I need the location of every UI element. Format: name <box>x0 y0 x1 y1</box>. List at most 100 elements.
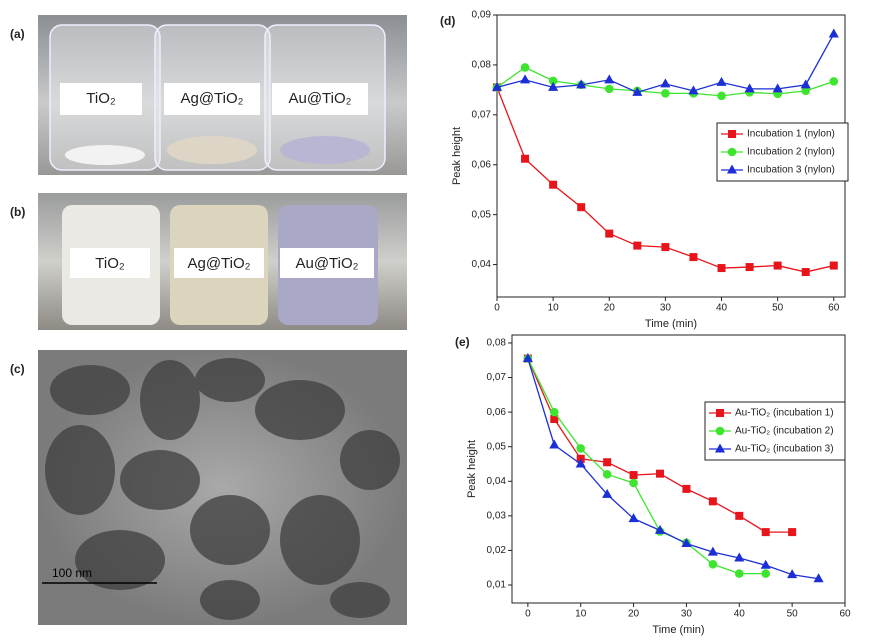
legend-marker <box>715 426 725 436</box>
sample-label: Ag@TiO₂ <box>180 90 243 107</box>
marker <box>787 569 798 579</box>
marker <box>548 81 559 91</box>
marker <box>602 470 612 479</box>
marker <box>744 83 755 93</box>
y-tick-label: 0,06 <box>472 159 492 170</box>
marker <box>760 559 771 569</box>
marker <box>661 89 670 98</box>
marker <box>828 28 839 38</box>
particles <box>45 358 400 620</box>
scale-bar-label: 100 nm <box>52 566 92 580</box>
marker <box>549 407 559 417</box>
marker <box>734 569 744 578</box>
marker <box>788 528 797 537</box>
x-tick-label: 0 <box>525 609 531 620</box>
sample-label: Au@TiO₂ <box>288 90 351 107</box>
marker <box>491 81 503 91</box>
sample-label: Au@TiO₂ <box>295 255 358 272</box>
marker <box>660 78 671 88</box>
marker <box>829 261 838 270</box>
marker <box>707 546 718 556</box>
marker <box>716 76 727 86</box>
legend-marker <box>728 130 736 138</box>
marker <box>761 569 771 578</box>
x-axis-label: Time (min) <box>645 318 697 330</box>
x-tick-label: 30 <box>660 303 672 314</box>
y-axis-label: Peak height <box>451 127 463 185</box>
marker <box>520 63 530 72</box>
legend-label: Au-TiO₂ (incubation 2) <box>735 426 834 437</box>
marker <box>708 497 717 506</box>
marker <box>604 84 614 94</box>
panel-label: (a) <box>10 27 25 41</box>
marker <box>629 478 638 488</box>
marker <box>745 263 754 272</box>
y-tick-label: 0,06 <box>487 407 507 418</box>
panel-label: (e) <box>455 335 470 349</box>
marker <box>682 484 691 493</box>
series-line <box>527 358 766 575</box>
marker <box>681 537 692 548</box>
marker <box>813 573 824 583</box>
marker <box>603 458 612 467</box>
sample-label: TiO₂ <box>86 90 116 107</box>
marker <box>605 229 614 238</box>
marker <box>717 264 726 273</box>
series-line <box>527 358 819 580</box>
legend-marker <box>727 147 737 157</box>
marker <box>522 352 533 363</box>
powder <box>65 145 145 165</box>
y-axis-label: Peak height <box>466 440 478 498</box>
y-tick-label: 0,04 <box>472 259 492 270</box>
marker <box>576 444 586 453</box>
panel-label: (d) <box>440 14 455 28</box>
marker <box>708 559 718 569</box>
powder <box>167 136 257 164</box>
marker <box>801 268 810 277</box>
x-tick-label: 20 <box>628 609 640 620</box>
x-tick-label: 40 <box>734 609 746 620</box>
y-tick-label: 0,07 <box>487 372 507 383</box>
plot-frame <box>511 334 846 604</box>
y-tick-label: 0,04 <box>487 476 507 487</box>
x-tick-label: 20 <box>604 303 616 314</box>
x-tick-label: 10 <box>575 609 587 620</box>
y-tick-label: 0,01 <box>487 580 507 591</box>
marker <box>734 552 745 562</box>
sample-label: TiO₂ <box>95 255 125 272</box>
marker <box>575 458 586 468</box>
legend-marker <box>714 443 726 453</box>
x-tick-label: 60 <box>839 609 851 620</box>
marker <box>604 74 615 84</box>
marker <box>773 261 782 270</box>
marker <box>689 253 698 262</box>
marker <box>549 439 560 449</box>
marker <box>800 79 811 89</box>
marker <box>761 528 770 537</box>
label-box <box>60 83 142 115</box>
panel-label: (b) <box>10 205 25 219</box>
legend-label: Au-TiO₂ (incubation 1) <box>735 408 834 419</box>
marker <box>688 85 699 95</box>
x-tick-label: 50 <box>772 303 784 314</box>
x-tick-label: 40 <box>716 303 728 314</box>
marker <box>661 243 670 252</box>
legend-label: Incubation 3 (nylon) <box>747 165 835 176</box>
label-box <box>164 83 260 115</box>
y-tick-label: 0,08 <box>487 338 507 349</box>
marker <box>628 513 639 523</box>
y-tick-label: 0,05 <box>472 209 492 220</box>
marker <box>576 79 587 89</box>
marker <box>632 86 643 96</box>
x-tick-label: 50 <box>787 609 799 620</box>
marker <box>654 524 666 534</box>
legend-marker <box>726 164 738 174</box>
marker <box>772 83 783 93</box>
marker <box>717 91 726 101</box>
x-tick-label: 60 <box>828 303 840 314</box>
panel-label: (c) <box>10 362 25 376</box>
legend-marker <box>716 409 724 417</box>
legend-label: Au-TiO₂ (incubation 3) <box>735 444 834 455</box>
x-tick-label: 30 <box>681 609 693 620</box>
